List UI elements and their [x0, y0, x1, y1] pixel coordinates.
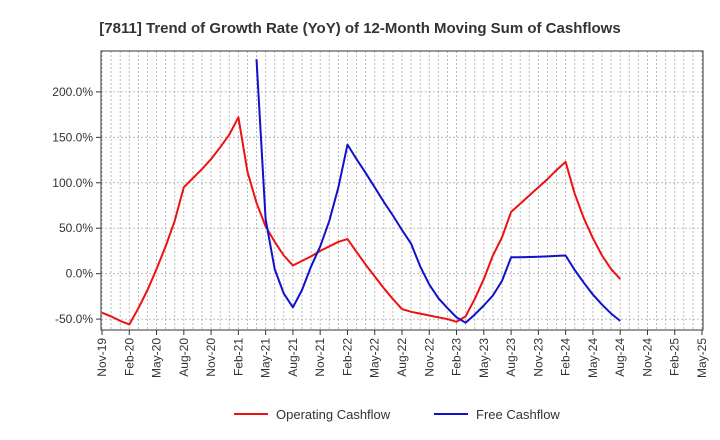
- x-tick-label: Aug-20: [177, 338, 191, 377]
- legend: Operating Cashflow Free Cashflow: [234, 407, 560, 422]
- x-tick-label: Feb-23: [450, 338, 464, 376]
- x-tick-label: Nov-23: [531, 338, 545, 377]
- y-tick-label: 100.0%: [52, 176, 93, 190]
- series-layer: [101, 59, 621, 326]
- x-tick-label: May-20: [150, 338, 164, 378]
- x-tick-label: Aug-21: [286, 338, 300, 377]
- x-tick-label: Feb-25: [668, 338, 682, 376]
- x-tick-label: Feb-21: [231, 338, 245, 376]
- x-tick-label: May-22: [368, 338, 382, 378]
- x-tick-label: Nov-24: [640, 338, 654, 377]
- grid: [101, 51, 703, 330]
- x-tick-label: Nov-19: [95, 338, 109, 377]
- x-tick-label: Nov-21: [313, 338, 327, 377]
- x-tick-label: May-24: [586, 338, 600, 378]
- y-tick-label: 0.0%: [66, 267, 94, 281]
- chart-title: [7811] Trend of Growth Rate (YoY) of 12-…: [99, 20, 620, 37]
- y-tick-label: -50.0%: [55, 312, 93, 326]
- x-tick-label: May-23: [477, 338, 491, 378]
- y-tick-label: 200.0%: [52, 85, 93, 99]
- y-tick-label: 50.0%: [59, 221, 93, 235]
- x-tick-label: Nov-20: [204, 338, 218, 377]
- x-tick-label: Aug-22: [395, 338, 409, 377]
- y-axis: -50.0% 0.0% 50.0% 100.0% 150.0% 200.0%: [52, 85, 101, 326]
- series-line-operating-cashflow: [101, 116, 621, 326]
- x-tick-label: Aug-24: [613, 338, 627, 377]
- legend-label: Free Cashflow: [476, 407, 560, 422]
- x-tick-label: May-21: [259, 338, 273, 378]
- x-tick-label: Nov-22: [422, 338, 436, 377]
- x-tick-label: Feb-24: [559, 338, 573, 376]
- x-tick-label: Aug-23: [504, 338, 518, 377]
- series-line-free-cashflow: [255, 59, 621, 324]
- x-tick-label: Feb-22: [340, 338, 354, 376]
- legend-label: Operating Cashflow: [276, 407, 391, 422]
- x-tick-label: May-25: [695, 338, 709, 378]
- x-axis: Nov-19 Feb-20 May-20 Aug-20 Nov-20 Feb-21 May-…: [95, 330, 709, 378]
- x-tick-label: Feb-20: [122, 338, 136, 376]
- y-tick-label: 150.0%: [52, 130, 93, 144]
